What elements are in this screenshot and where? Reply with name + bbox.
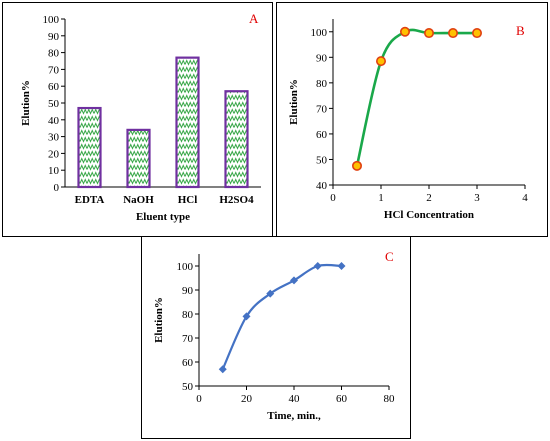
data-point (266, 289, 275, 298)
panel-a: A 0 10 20 30 40 50 60 70 80 90 100 EDTA NaOH HCl H2SO4… (2, 2, 273, 237)
y-tick-label: 40 (48, 115, 60, 127)
data-point (400, 26, 411, 37)
bar (126, 128, 151, 189)
data-point (313, 262, 322, 270)
y-tick-label: 90 (316, 52, 328, 64)
data-point (424, 28, 435, 39)
x-tick-label: 40 (289, 393, 301, 405)
y-tick-label: 80 (182, 309, 194, 321)
y-tick-label: 70 (48, 64, 60, 76)
panel-c: C 50 60 70 80 90 100 0 20 40 60 80 Time, min., Eluti… (141, 236, 411, 439)
series-line (221, 263, 342, 370)
y-tick-label: 100 (311, 27, 328, 39)
y-axis-label: Elution% (153, 297, 165, 343)
chart-b: B 40 50 60 70 80 90 100 0 1 2 3 4 HCl Concentration E… (288, 19, 528, 221)
bar (224, 90, 249, 189)
y-tick-label: 100 (43, 14, 60, 26)
x-tick-label: 0 (196, 393, 202, 405)
x-tick-label: HCl (178, 194, 198, 206)
y-tick-label: 70 (316, 103, 328, 115)
y-tick-label: 60 (316, 129, 328, 141)
data-point (352, 160, 363, 171)
x-tick-label: 0 (330, 192, 336, 204)
chart-a: A 0 10 20 30 40 50 60 70 80 90 100 EDTA NaOH HCl H2SO4… (20, 11, 261, 223)
x-axis-label: HCl Concentration (384, 209, 474, 221)
y-tick-label: 50 (182, 381, 194, 393)
x-tick-label: H2SO4 (219, 194, 254, 206)
data-point (448, 28, 459, 39)
x-tick-label: EDTA (75, 194, 105, 206)
data-point (242, 312, 251, 321)
y-tick-label: 80 (48, 48, 60, 60)
bar (175, 56, 200, 189)
data-point (337, 262, 346, 270)
x-axis-label: Time, min., (267, 410, 321, 422)
x-tick-label: 60 (336, 393, 348, 405)
data-point (290, 276, 298, 285)
bar (77, 106, 102, 189)
x-tick-label: 80 (384, 393, 396, 405)
chart-c: C 50 60 70 80 90 100 0 20 40 60 80 Time, min., Eluti… (153, 249, 396, 422)
panel-b: B 40 50 60 70 80 90 100 0 1 2 3 4 HCl Concentration E… (276, 2, 548, 237)
x-tick-label: 3 (474, 192, 480, 204)
x-axis-label: Eluent type (136, 211, 190, 223)
x-tick-label: 20 (241, 393, 253, 405)
data-point (376, 56, 387, 67)
y-tick-label: 90 (48, 31, 60, 43)
x-tick-label: NaOH (123, 194, 154, 206)
y-tick-label: 80 (316, 78, 328, 90)
x-tick-label: 4 (522, 192, 528, 204)
panel-label-c: C (385, 249, 394, 264)
x-tick-label: 2 (426, 192, 432, 204)
panel-label-b: B (516, 23, 525, 38)
y-tick-label: 10 (48, 165, 60, 177)
series-line (355, 28, 477, 167)
y-tick-label: 90 (182, 285, 194, 297)
y-tick-label: 0 (54, 182, 60, 194)
y-tick-label: 70 (182, 333, 194, 345)
panel-label-a: A (249, 11, 259, 26)
y-axis-label: Elution% (288, 79, 300, 125)
data-point (218, 365, 227, 374)
y-tick-label: 50 (316, 154, 328, 166)
y-tick-label: 30 (48, 132, 60, 144)
y-axis-label: Elution% (20, 80, 32, 126)
data-point (472, 28, 483, 39)
y-tick-label: 20 (48, 148, 60, 160)
x-tick-label: 1 (378, 192, 384, 204)
y-tick-label: 50 (48, 98, 60, 110)
y-tick-label: 100 (177, 261, 194, 273)
y-tick-label: 40 (316, 180, 328, 192)
y-tick-label: 60 (48, 81, 60, 93)
y-tick-label: 60 (182, 357, 194, 369)
